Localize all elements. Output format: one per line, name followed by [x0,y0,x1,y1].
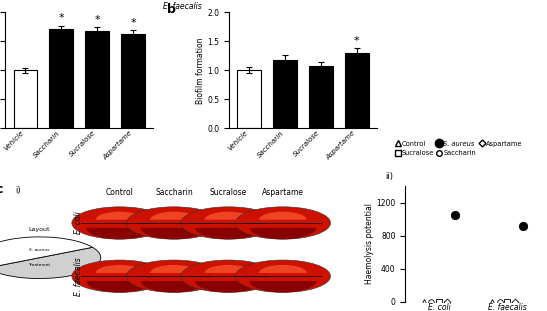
Text: c: c [0,183,3,196]
Text: Control: Control [106,188,133,197]
Wedge shape [96,212,143,220]
Y-axis label: Haemolysis potential: Haemolysis potential [365,203,374,284]
Wedge shape [141,281,207,292]
Text: E. coli: E. coli [74,211,83,234]
Wedge shape [249,228,316,239]
Wedge shape [72,260,167,292]
Wedge shape [205,212,252,220]
Wedge shape [205,265,252,273]
Wedge shape [0,247,101,279]
Bar [49,29,73,128]
Text: *: * [59,13,64,23]
Bar [345,53,369,128]
Wedge shape [195,281,262,292]
Text: Saccharin: Saccharin [155,188,193,197]
Text: E. faecalis: E. faecalis [74,257,83,295]
Bar [309,66,333,128]
Text: *: * [354,36,359,46]
Wedge shape [259,212,307,220]
Text: *: * [130,18,136,28]
Text: S. aureus: S. aureus [30,248,50,253]
Wedge shape [181,207,276,239]
Bar [121,35,144,128]
Text: i): i) [16,186,21,195]
Bar [85,31,109,128]
Bar [14,70,37,128]
Text: Sucralose: Sucralose [210,188,247,197]
Wedge shape [235,260,330,292]
Wedge shape [195,228,262,239]
Text: Treatment: Treatment [28,263,50,267]
Wedge shape [0,237,92,268]
Wedge shape [150,265,198,273]
Text: E. faecalis: E. faecalis [163,2,202,11]
Legend: Control, Sucralose, S. aureus, Saccharin, Aspartame: Control, Sucralose, S. aureus, Saccharin… [395,141,522,156]
Bar [274,60,296,128]
Text: Layout: Layout [29,227,50,232]
Wedge shape [86,228,153,239]
Wedge shape [150,212,198,220]
Wedge shape [181,260,276,292]
Wedge shape [86,281,153,292]
Wedge shape [141,228,207,239]
Wedge shape [72,207,167,239]
Wedge shape [259,265,307,273]
Text: b: b [167,3,176,16]
Wedge shape [235,207,330,239]
Bar [237,70,261,128]
Text: *: * [94,15,100,25]
Wedge shape [249,281,316,292]
Wedge shape [126,260,222,292]
Wedge shape [96,265,143,273]
Text: Aspartame: Aspartame [262,188,304,197]
Text: ii): ii) [385,172,393,181]
Y-axis label: Biofilm formation: Biofilm formation [196,37,205,104]
Wedge shape [126,207,222,239]
